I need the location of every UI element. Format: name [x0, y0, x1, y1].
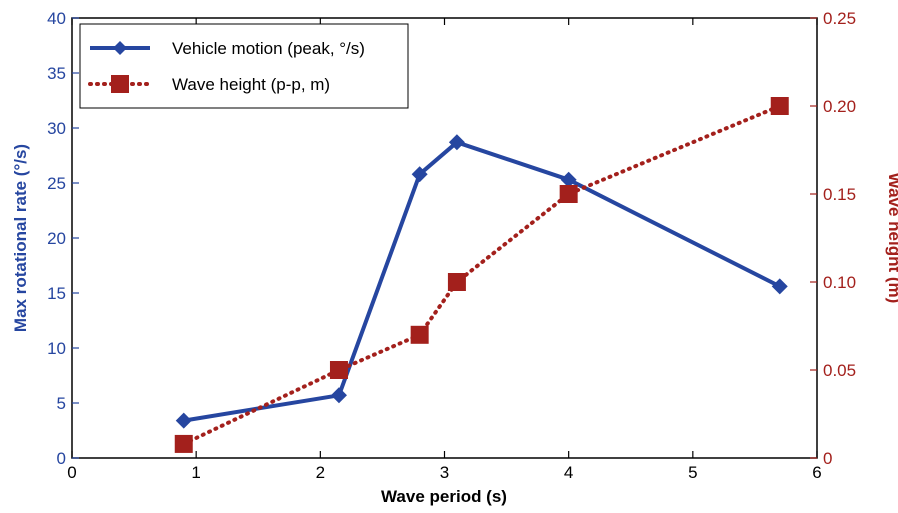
series-1-point-1: [329, 361, 348, 379]
x-tick-label-2: 2: [316, 463, 325, 482]
series-1-point-2: [410, 325, 429, 344]
series-1-point-3: [447, 273, 466, 291]
series-line-0: [183, 140, 781, 423]
y-left-tick-label-6: 30: [47, 119, 66, 138]
y-left-axis-title: Max rotational rate (°/s): [11, 144, 30, 332]
y-left-tick-label-0: 0: [57, 449, 66, 468]
series-0-point-0: [175, 412, 192, 429]
x-tick-label-4: 4: [564, 463, 573, 482]
y-left-tick-label-3: 15: [47, 284, 66, 303]
y-right-tick-label-4: 0.20: [823, 97, 856, 116]
x-axis-title: Wave period (s): [381, 487, 507, 506]
y-right-tick-label-2: 0.10: [823, 273, 856, 292]
series-layer: [174, 97, 789, 453]
x-tick-label-5: 5: [688, 463, 697, 482]
series-0-point-4: [560, 171, 577, 188]
y-right-tick-label-5: 0.25: [823, 9, 856, 28]
series-line-1: [181, 104, 782, 446]
y-left-tick-label-4: 20: [47, 229, 66, 248]
x-tick-label-6: 6: [812, 463, 821, 482]
x-tick-label-1: 1: [191, 463, 200, 482]
series-1-point-4: [559, 185, 578, 203]
legend: Vehicle motion (peak, °/s) Wave height (…: [79, 23, 409, 109]
legend-label-wave: Wave height (p-p, m): [172, 75, 330, 94]
series-0-point-3: [448, 134, 465, 151]
x-tick-label-0: 0: [67, 463, 76, 482]
legend-box: [79, 23, 409, 109]
series-1-point-5: [770, 97, 789, 115]
y-left-tick-label-8: 40: [47, 9, 66, 28]
y-left-tick-label-1: 5: [57, 394, 66, 413]
legend-marker-square: [111, 75, 129, 93]
ticks-layer: 0 1 2 3 4 5 6051015202530354000.050.100.150.20…: [47, 9, 856, 482]
x-tick-label-3: 3: [440, 463, 449, 482]
series-0-point-2: [411, 166, 428, 183]
y-left-tick-label-7: 35: [47, 64, 66, 83]
legend-marker-diamond: [113, 41, 127, 55]
legend-label-vehicle: Vehicle motion (peak, °/s): [172, 39, 365, 58]
y-right-tick-label-0: 0: [823, 449, 832, 468]
series-0-point-1: [330, 387, 347, 404]
y-left-tick-label-2: 10: [47, 339, 66, 358]
y-right-axis-title: Wave height (m): [885, 173, 898, 304]
y-right-tick-label-1: 0.05: [823, 361, 856, 380]
y-left-tick-label-5: 25: [47, 174, 66, 193]
series-0-point-5: [771, 278, 788, 295]
y-right-tick-label-3: 0.15: [823, 185, 856, 204]
series-1-point-0: [174, 434, 193, 453]
